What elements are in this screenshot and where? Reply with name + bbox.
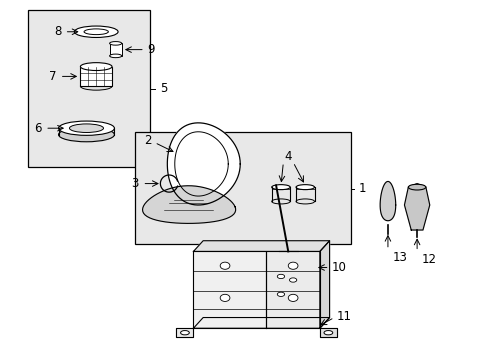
- Ellipse shape: [277, 292, 284, 296]
- Ellipse shape: [220, 294, 229, 301]
- Polygon shape: [193, 318, 329, 328]
- Text: 3: 3: [131, 177, 139, 190]
- Text: 2: 2: [144, 134, 152, 147]
- Ellipse shape: [59, 127, 114, 142]
- Polygon shape: [193, 251, 266, 328]
- Ellipse shape: [324, 330, 332, 335]
- Polygon shape: [319, 328, 336, 337]
- Ellipse shape: [84, 29, 108, 35]
- Polygon shape: [379, 181, 395, 221]
- Polygon shape: [319, 241, 329, 328]
- Ellipse shape: [271, 199, 289, 204]
- Ellipse shape: [59, 121, 114, 135]
- Polygon shape: [167, 123, 240, 205]
- Bar: [28, 10, 149, 167]
- Ellipse shape: [271, 185, 289, 190]
- Polygon shape: [266, 251, 319, 328]
- Text: 12: 12: [421, 253, 436, 266]
- Text: 10: 10: [331, 261, 346, 274]
- Polygon shape: [193, 241, 329, 251]
- Bar: [80, 67, 112, 86]
- Ellipse shape: [277, 274, 284, 279]
- Ellipse shape: [109, 41, 122, 45]
- Polygon shape: [142, 186, 235, 224]
- Ellipse shape: [287, 294, 297, 301]
- Text: 13: 13: [392, 251, 407, 265]
- Ellipse shape: [69, 124, 103, 132]
- Ellipse shape: [289, 278, 296, 282]
- Bar: [135, 132, 351, 244]
- Ellipse shape: [80, 82, 112, 90]
- Ellipse shape: [295, 185, 314, 190]
- Ellipse shape: [80, 63, 112, 71]
- Ellipse shape: [180, 330, 189, 335]
- Polygon shape: [176, 328, 193, 337]
- Text: 5: 5: [160, 82, 167, 95]
- Polygon shape: [404, 184, 429, 230]
- Ellipse shape: [74, 26, 118, 37]
- Ellipse shape: [287, 262, 297, 269]
- Text: 8: 8: [54, 25, 61, 38]
- Text: 11: 11: [336, 310, 351, 323]
- Ellipse shape: [295, 199, 314, 204]
- Text: 4: 4: [284, 150, 291, 163]
- Text: 7: 7: [49, 70, 56, 83]
- Ellipse shape: [407, 184, 425, 190]
- Text: 9: 9: [147, 43, 154, 56]
- Ellipse shape: [109, 54, 122, 58]
- Bar: [109, 43, 122, 56]
- Text: 6: 6: [34, 122, 41, 135]
- Ellipse shape: [220, 262, 229, 269]
- Text: 1: 1: [358, 183, 366, 195]
